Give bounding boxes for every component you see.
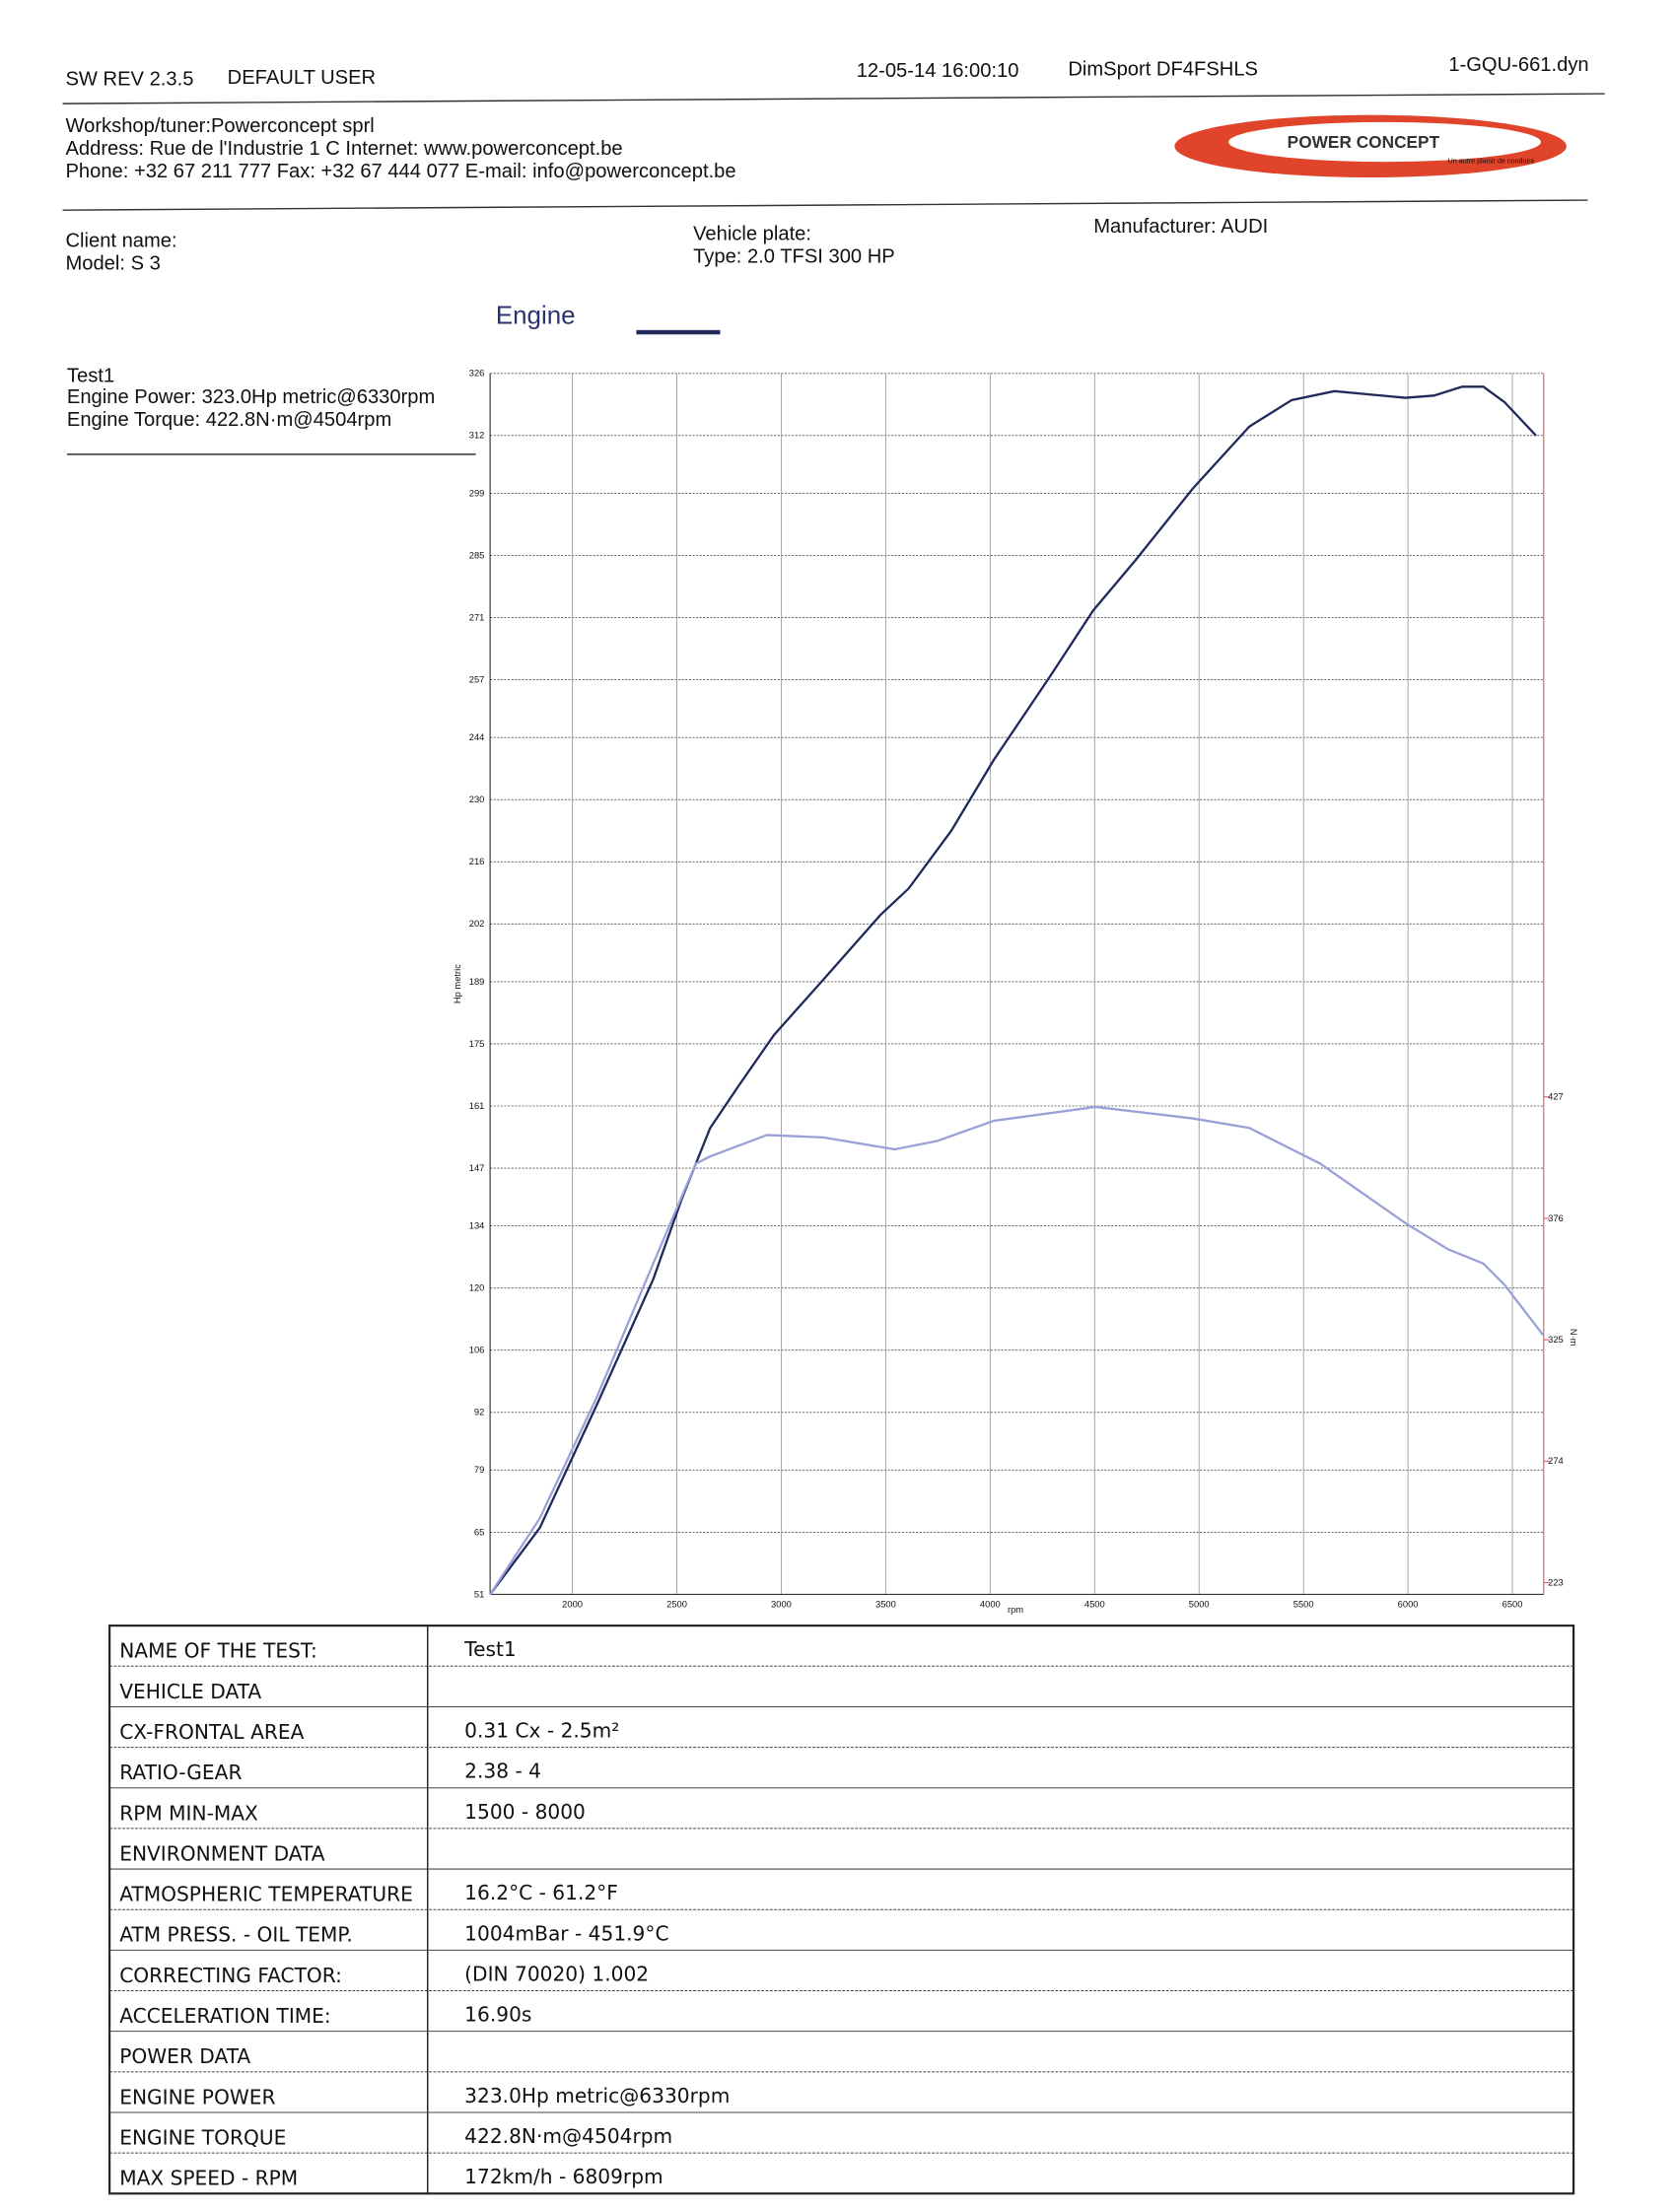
row-value: 16.2°C - 61.2°F (464, 1881, 618, 1904)
y2-tick-label: 325 (1548, 1335, 1564, 1345)
workshop: Workshop/tuner:Powerconcept sprl (65, 115, 374, 137)
y-tick-label: 120 (469, 1283, 485, 1293)
y-tick-label: 326 (469, 369, 485, 379)
row-label: NAME OF THE TEST: (119, 1639, 317, 1663)
x-tick-label: 6000 (1398, 1599, 1419, 1609)
logo-slogan: Un autre plaisir de conduire (1448, 157, 1535, 166)
y2-tick-label: 274 (1548, 1456, 1564, 1466)
row-label: ACCELERATION TIME: (119, 2004, 330, 2028)
software: SW REV 2.3.5 (65, 68, 193, 90)
row-value: 172km/h - 6809rpm (464, 2165, 663, 2188)
row-label: ATM PRESS. - OIL TEMP. (119, 1923, 353, 1947)
row-value: 422.8N·m@4504rpm (464, 2124, 672, 2148)
row-label: CX-FRONTAL AREA (119, 1720, 304, 1744)
y-tick-label: 312 (469, 431, 485, 441)
y2-tick-label: 223 (1548, 1577, 1564, 1587)
x-tick-label: 3500 (875, 1599, 896, 1609)
y2-axis-label: N·m (1569, 1329, 1578, 1347)
row-label: ATMOSPHERIC TEMPERATURE (119, 1883, 413, 1906)
row-value: 1500 - 8000 (464, 1800, 586, 1824)
x-tick-label: 5000 (1189, 1599, 1210, 1609)
test-power: Engine Power: 323.0Hp metric@6330rpm (67, 386, 435, 408)
y-tick-label: 189 (469, 977, 485, 987)
row-label: ENVIRONMENT DATA (119, 1841, 325, 1865)
y-tick-label: 299 (469, 488, 485, 498)
row-label: ENGINE POWER (119, 2085, 275, 2108)
x-tick-label: 2500 (666, 1599, 687, 1609)
row-label: VEHICLE DATA (119, 1680, 261, 1703)
y-tick-label: 175 (469, 1039, 485, 1049)
y-tick-label: 202 (469, 919, 485, 929)
y2-tick-label: 376 (1548, 1213, 1564, 1223)
y2-tick-label: 427 (1548, 1092, 1564, 1102)
y-tick-label: 65 (474, 1527, 484, 1537)
row-value: 2.38 - 4 (464, 1760, 541, 1783)
phone: Phone: +32 67 211 777 Fax: +32 67 444 07… (65, 161, 735, 182)
y-tick-label: 79 (474, 1465, 484, 1475)
x-tick-label: 4500 (1084, 1599, 1105, 1609)
series-line (489, 1105, 1545, 1596)
x-tick-label: 2000 (562, 1599, 583, 1609)
rule (62, 199, 1588, 211)
logo-name: POWER CONCEPT (1288, 132, 1440, 152)
logo (1228, 121, 1541, 163)
datetime: 12-05-14 16:00:10 (857, 60, 1019, 82)
x-tick-label: 3000 (771, 1599, 792, 1609)
vehicle-type: Type: 2.0 TFSI 300 HP (693, 245, 895, 267)
y-tick-label: 244 (469, 732, 485, 742)
y-tick-label: 271 (469, 612, 485, 622)
y-axis-label: Hp metric (453, 964, 462, 1003)
y-tick-label: 161 (469, 1101, 485, 1111)
y-tick-label: 230 (469, 795, 485, 804)
y-tick-label: 51 (474, 1589, 484, 1599)
row-value: 16.90s (464, 2003, 531, 2027)
test-torque: Engine Torque: 422.8N·m@4504rpm (67, 409, 391, 431)
model: Model: S 3 (65, 253, 160, 275)
row-label: CORRECTING FACTOR: (119, 1964, 342, 1987)
rule (62, 93, 1605, 104)
address: Address: Rue de l'Industrie 1 C Internet… (65, 138, 622, 160)
row-label: ENGINE TORQUE (119, 2125, 286, 2149)
y-tick-label: 285 (469, 550, 485, 560)
row-value: Test1 (463, 1637, 517, 1661)
user: DEFAULT USER (228, 67, 376, 89)
row-value: 1004mBar - 451.9°C (464, 1921, 668, 1945)
test-name: Test1 (67, 365, 114, 386)
row-value: 323.0Hp metric@6330rpm (464, 2084, 730, 2108)
device: DimSport DF4FSHLS (1068, 58, 1258, 80)
row-label: MAX SPEED - RPM (119, 2167, 298, 2190)
row-label: POWER DATA (119, 2044, 250, 2068)
x-axis-label: rpm (1008, 1605, 1023, 1615)
y-tick-label: 147 (469, 1163, 485, 1173)
y-tick-label: 92 (474, 1408, 484, 1417)
manufacturer: Manufacturer: AUDI (1093, 216, 1268, 238)
y-tick-label: 216 (469, 857, 485, 866)
row-value: 0.31 Cx - 2.5m² (464, 1719, 619, 1743)
row-label: RPM MIN-MAX (119, 1801, 258, 1825)
y-tick-label: 106 (469, 1346, 485, 1355)
x-tick-label: 5500 (1293, 1599, 1314, 1609)
y-tick-label: 134 (469, 1220, 485, 1230)
row-value: (DIN 70020) 1.002 (464, 1962, 649, 1985)
series-line (489, 385, 1537, 1596)
plate: Vehicle plate: (693, 223, 811, 244)
file: 1-GQU-661.dyn (1448, 54, 1588, 76)
client-name: Client name: (65, 231, 176, 252)
x-tick-label: 6500 (1502, 1599, 1523, 1609)
y-tick-label: 257 (469, 674, 485, 684)
row-label: RATIO-GEAR (119, 1761, 242, 1784)
x-tick-label: 4000 (980, 1599, 1001, 1609)
legend-label: Engine (496, 302, 576, 329)
